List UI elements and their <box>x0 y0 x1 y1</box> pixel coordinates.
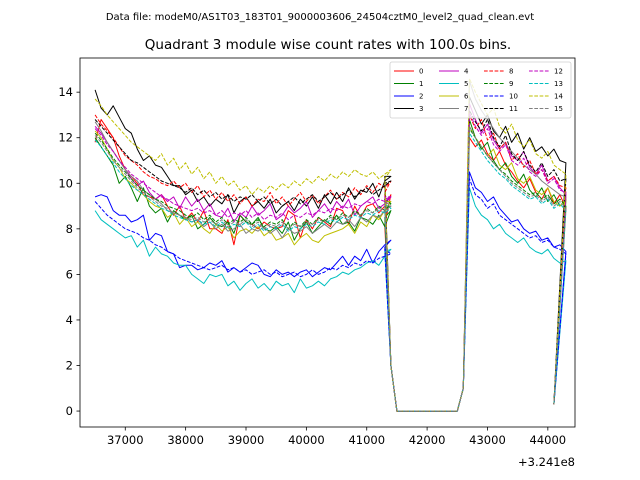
legend-label-6: 6 <box>464 93 469 101</box>
axes-frame <box>79 57 576 428</box>
y-tick-label: 2 <box>66 359 73 373</box>
legend-label-4: 4 <box>464 68 469 76</box>
x-tick-label: 40000 <box>288 433 325 447</box>
x-tick-label: 43000 <box>469 433 506 447</box>
y-tick-label: 14 <box>58 85 73 99</box>
legend-label-9: 9 <box>509 80 513 88</box>
y-tick-label: 12 <box>58 131 73 145</box>
legend-label-10: 10 <box>509 93 518 101</box>
series-line-8 <box>94 114 567 412</box>
series-line-12 <box>94 112 567 412</box>
legend-label-14: 14 <box>554 93 563 101</box>
legend-label-3: 3 <box>419 105 423 113</box>
legend-box <box>389 61 572 119</box>
series-line-5 <box>94 187 567 412</box>
legend-label-15: 15 <box>554 105 563 113</box>
x-tick-label: 44000 <box>530 433 567 447</box>
legend-label-2: 2 <box>419 93 423 101</box>
x-tick-label: 39000 <box>228 433 265 447</box>
series-line-15 <box>94 125 567 412</box>
legend-label-12: 12 <box>554 68 563 76</box>
legend-label-8: 8 <box>509 68 513 76</box>
series-line-6 <box>94 125 567 412</box>
y-tick-label: 8 <box>66 222 73 236</box>
series-line-13 <box>94 132 567 412</box>
x-tick-label: 42000 <box>409 433 446 447</box>
legend-label-13: 13 <box>554 80 563 88</box>
legend-label-0: 0 <box>419 68 423 76</box>
x-tick-label: 41000 <box>348 433 385 447</box>
series-layer <box>94 78 567 412</box>
x-offset-label: +3.241e8 <box>518 455 575 469</box>
series-line-2 <box>94 171 567 412</box>
y-tick-label: 10 <box>58 176 73 190</box>
series-line-14 <box>94 78 567 412</box>
legend-label-5: 5 <box>464 80 468 88</box>
suptitle: Data file: modeM0/AS1T03_183T01_90000036… <box>106 12 534 23</box>
y-tick-label: 0 <box>66 404 73 418</box>
legend-label-1: 1 <box>419 80 423 88</box>
y-tick-label: 6 <box>66 267 73 281</box>
plot-area <box>94 78 567 412</box>
y-tick-label: 4 <box>66 313 73 327</box>
series-line-11 <box>94 109 567 412</box>
axes-layer: 37000 38000 39000 40000 41000 42000 43000 44000… <box>58 57 576 447</box>
chart-title: Quadrant 3 module wise count rates with … <box>145 37 511 53</box>
legend-label-11: 11 <box>509 105 518 113</box>
x-tick-label: 37000 <box>107 433 144 447</box>
x-tick-label: 38000 <box>167 433 204 447</box>
legend-label-7: 7 <box>464 105 468 113</box>
